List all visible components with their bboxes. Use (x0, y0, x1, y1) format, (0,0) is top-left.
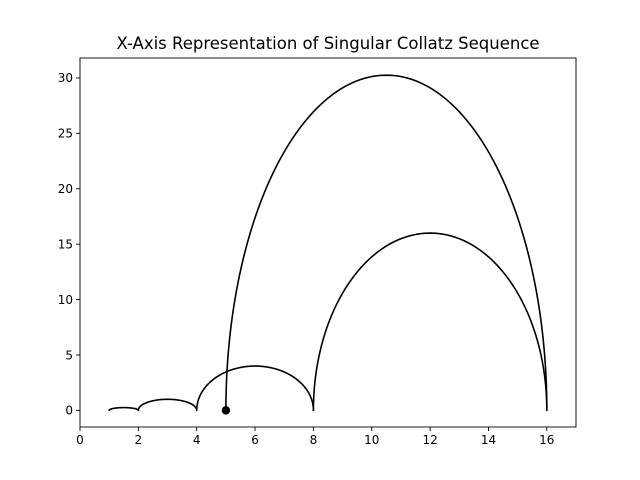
x-axis-ticks: 0 2 4 6 8 10 12 14 16 (76, 427, 554, 447)
y-tick-label: 15 (58, 237, 73, 251)
y-tick-label: 5 (65, 348, 73, 362)
arc-5-to-16 (225, 74, 548, 412)
x-tick-label: 16 (539, 433, 554, 447)
marker-layer (221, 406, 231, 415)
x-tick-label: 0 (76, 433, 84, 447)
plot-frame (79, 57, 577, 428)
arc-8-to-4 (195, 365, 315, 412)
arcs-layer (108, 74, 548, 412)
x-tick-label: 10 (364, 433, 379, 447)
start-point-marker (221, 406, 231, 415)
arc-4-to-2 (137, 398, 198, 412)
x-tick-label: 14 (481, 433, 496, 447)
y-tick-label: 25 (58, 127, 73, 141)
chart-title: X-Axis Representation of Singular Collat… (116, 34, 539, 53)
y-tick-label: 10 (58, 293, 73, 307)
y-axis-ticks: 0 5 10 15 20 25 30 (58, 71, 80, 418)
arc-16-to-8 (312, 232, 548, 412)
x-tick-label: 6 (251, 433, 259, 447)
x-tick-label: 4 (193, 433, 201, 447)
x-tick-label: 8 (310, 433, 318, 447)
x-tick-label: 2 (135, 433, 143, 447)
y-tick-label: 0 (65, 404, 73, 418)
y-tick-label: 30 (58, 71, 73, 85)
x-tick-label: 12 (422, 433, 437, 447)
arc-2-to-1 (108, 406, 140, 412)
y-tick-label: 20 (58, 182, 73, 196)
